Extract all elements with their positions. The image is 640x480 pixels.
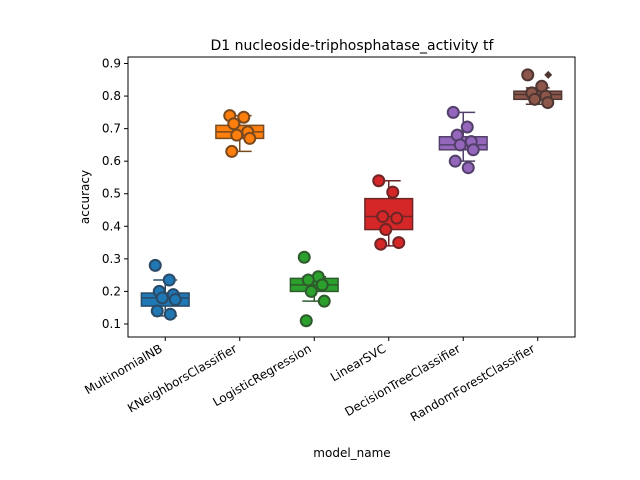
data-point	[317, 294, 331, 308]
x-axis-label: model_name	[313, 446, 390, 460]
data-point	[230, 128, 244, 142]
x-tick-label: RandomForestClassifier	[408, 341, 537, 424]
box-group-LogisticRegression	[289, 250, 339, 328]
y-tick-label: 0.7	[102, 122, 121, 136]
data-point	[168, 293, 182, 307]
data-point	[446, 105, 460, 119]
y-tick-label: 0.1	[102, 317, 121, 331]
data-point	[372, 174, 386, 188]
data-point	[297, 250, 311, 264]
data-point	[150, 304, 164, 318]
box-group-LinearSVC	[364, 174, 414, 251]
y-axis-label: accuracy	[78, 170, 92, 224]
data-point	[299, 314, 313, 328]
y-tick-label: 0.8	[102, 89, 121, 103]
y-tick-label: 0.6	[102, 154, 121, 168]
data-point	[541, 96, 555, 110]
data-point	[386, 185, 400, 199]
data-point	[374, 237, 388, 251]
data-point	[392, 236, 406, 250]
y-tick-label: 0.9	[102, 57, 121, 71]
data-point	[521, 68, 535, 82]
data-point	[453, 138, 467, 152]
data-point	[237, 110, 251, 124]
box-group-MultinomialNB	[140, 258, 190, 321]
plot-frame	[127, 56, 576, 338]
data-point	[466, 143, 480, 157]
data-point	[243, 131, 257, 145]
data-point	[304, 284, 318, 298]
data-point	[448, 154, 462, 168]
data-point	[528, 92, 542, 106]
y-axis: 0.1 0.2 0.3 0.4 0.5 0.6 0.7 0.8 0.9	[102, 57, 128, 331]
plot-area	[140, 68, 563, 328]
data-point	[460, 120, 474, 134]
data-point	[225, 144, 239, 158]
outlier-marker	[544, 70, 553, 79]
data-point	[376, 210, 390, 224]
y-tick-label: 0.2	[102, 284, 121, 298]
data-point	[148, 258, 162, 272]
data-point	[301, 273, 315, 287]
data-point	[155, 291, 169, 305]
data-point	[461, 161, 475, 175]
y-tick-label: 0.4	[102, 219, 121, 233]
data-point	[227, 117, 241, 131]
x-axis: MultinomialNBKNeighborsClassifierLogisti…	[82, 337, 539, 424]
data-point	[315, 278, 329, 292]
data-point	[379, 223, 393, 237]
data-point	[163, 307, 177, 321]
y-tick-label: 0.3	[102, 252, 121, 266]
y-tick-label: 0.5	[102, 187, 121, 201]
chart-title: D1 nucleoside-triphosphatase_activity tf	[211, 38, 495, 54]
box-group-RandomForestClassifier	[513, 68, 563, 110]
data-point	[390, 211, 404, 225]
x-tick-label: LinearSVC	[328, 341, 388, 384]
box-group-KNeighborsClassifier	[215, 109, 265, 158]
data-point	[162, 273, 176, 287]
box-group-DecisionTreeClassifier	[438, 105, 488, 175]
